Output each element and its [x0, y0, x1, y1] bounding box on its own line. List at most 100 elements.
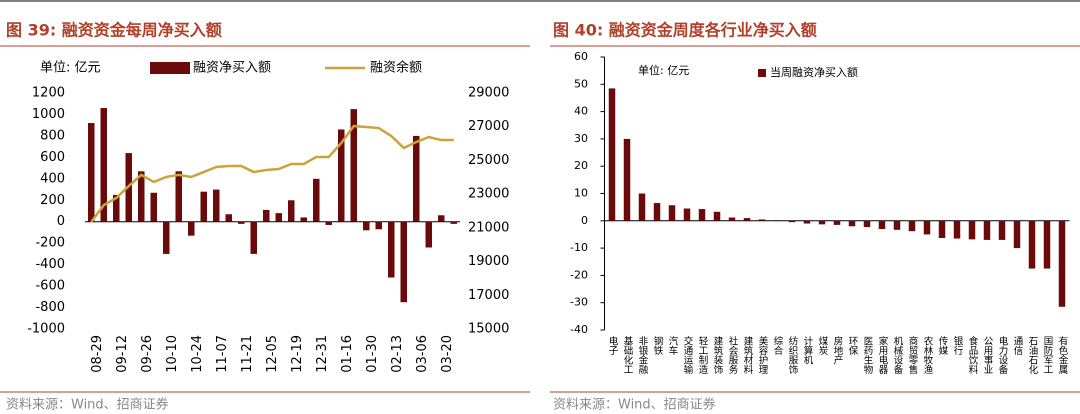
bar — [638, 193, 646, 221]
y-tick-label: -800 — [35, 300, 65, 315]
x-tick-label: 传媒 — [937, 335, 949, 356]
bar — [350, 109, 357, 222]
bar — [908, 220, 916, 232]
x-tick-label: 钢铁 — [652, 335, 664, 356]
x-tick-label: 02-13 — [390, 335, 405, 373]
bar — [113, 194, 120, 222]
bar — [325, 221, 332, 225]
bar — [848, 220, 856, 227]
bar — [1043, 220, 1051, 269]
line — [90, 124, 454, 223]
y-tick-label: 30 — [574, 132, 588, 145]
bar — [425, 221, 432, 248]
legend-swatch — [150, 62, 190, 74]
bar — [998, 220, 1006, 240]
x-tick-label: 通信 — [1012, 336, 1024, 356]
y-tick-label: 1200 — [32, 86, 65, 101]
y2-tick-label: 27000 — [468, 119, 509, 134]
bar — [728, 217, 736, 221]
x-tick-label: 11-21 — [240, 335, 255, 373]
bar — [388, 221, 395, 278]
y-tick-label: 50 — [574, 77, 588, 90]
bar — [683, 208, 691, 221]
x-tick-label: 10-24 — [190, 335, 205, 373]
y-tick-label: -40 — [570, 323, 588, 336]
y-tick-label: -600 — [35, 279, 65, 294]
x-tick-label: 食品饮料 — [967, 335, 979, 375]
unit-label: 单位: 亿元 — [40, 61, 101, 76]
source: 资料来源：Wind、招商证券 — [6, 397, 169, 413]
bar — [788, 220, 796, 223]
x-tick-label: 01-16 — [340, 335, 355, 373]
x-tick-label: 商贸零售 — [907, 335, 919, 375]
bar — [608, 88, 616, 221]
bar — [238, 221, 245, 224]
x-tick-label: 国防军工 — [1042, 336, 1054, 374]
bar — [163, 221, 170, 254]
bar — [275, 213, 282, 222]
x-tick-label: 医药生物 — [862, 336, 874, 375]
y-tick-label: 200 — [40, 193, 65, 208]
source: 资料来源：Wind、招商证券 — [553, 397, 716, 413]
y-tick-label: 40 — [574, 105, 588, 118]
bar — [668, 205, 676, 221]
bar — [758, 219, 766, 221]
bar — [803, 220, 811, 224]
chart-title: 图 40: 融资资金周度各行业净买入额 — [553, 21, 817, 40]
bar — [438, 215, 445, 222]
bar — [983, 220, 991, 240]
x-tick-label: 基础化工 — [622, 335, 634, 374]
x-tick-label: 综合 — [772, 335, 784, 356]
y2-tick-label: 25000 — [468, 153, 509, 168]
x-tick-label: 环保 — [847, 336, 859, 356]
bar — [338, 129, 345, 222]
x-tick-label: 10-10 — [165, 335, 180, 373]
bar — [818, 220, 826, 225]
bar — [773, 220, 781, 221]
bar — [1058, 220, 1066, 307]
bar — [200, 191, 207, 222]
x-tick-label: 11-07 — [215, 335, 230, 373]
bar — [698, 209, 706, 221]
bar — [413, 135, 420, 222]
bar — [288, 200, 295, 222]
x-tick-label: 煤炭 — [817, 335, 829, 356]
y2-tick-label: 21000 — [468, 220, 509, 235]
bar — [968, 220, 976, 240]
bar — [1028, 220, 1036, 269]
x-tick-label: 03-06 — [415, 335, 430, 373]
x-tick-label: 房地产 — [832, 335, 844, 365]
x-tick-label: 计算机 — [802, 335, 814, 365]
bar — [88, 123, 95, 222]
bar — [450, 221, 457, 224]
y-tick-label: -10 — [570, 241, 588, 254]
x-tick-label: 电力设备 — [997, 335, 1009, 375]
y-tick-label: 10 — [574, 187, 588, 200]
bar — [938, 220, 946, 238]
y-tick-label: -400 — [35, 257, 65, 272]
bar — [175, 171, 182, 222]
unit-label: 单位: 亿元 — [638, 63, 689, 77]
x-tick-label: 09-26 — [140, 335, 155, 373]
bar — [100, 108, 107, 222]
x-tick-label: 社会服务 — [727, 335, 739, 375]
legend-label: 融资净买入额 — [193, 61, 271, 76]
y-tick-label: 400 — [40, 171, 65, 186]
x-tick-label: 纺织服饰 — [787, 335, 799, 375]
y2-tick-label: 15000 — [468, 322, 509, 337]
bar — [263, 209, 270, 222]
bar — [313, 178, 320, 222]
legend-swatch — [758, 69, 766, 77]
y-tick-label: -1000 — [27, 322, 65, 337]
y-tick-label: 0 — [57, 214, 65, 229]
x-tick-label: 12-05 — [265, 335, 280, 373]
legend-label: 融资余额 — [370, 60, 422, 76]
y-tick-label: -200 — [35, 236, 65, 251]
x-tick-label: 电子 — [607, 335, 619, 355]
bar — [1013, 220, 1021, 249]
bar — [863, 220, 871, 228]
x-tick-label: 交通运输 — [682, 335, 694, 375]
bar — [150, 192, 157, 222]
y-tick-label: 600 — [40, 150, 65, 165]
